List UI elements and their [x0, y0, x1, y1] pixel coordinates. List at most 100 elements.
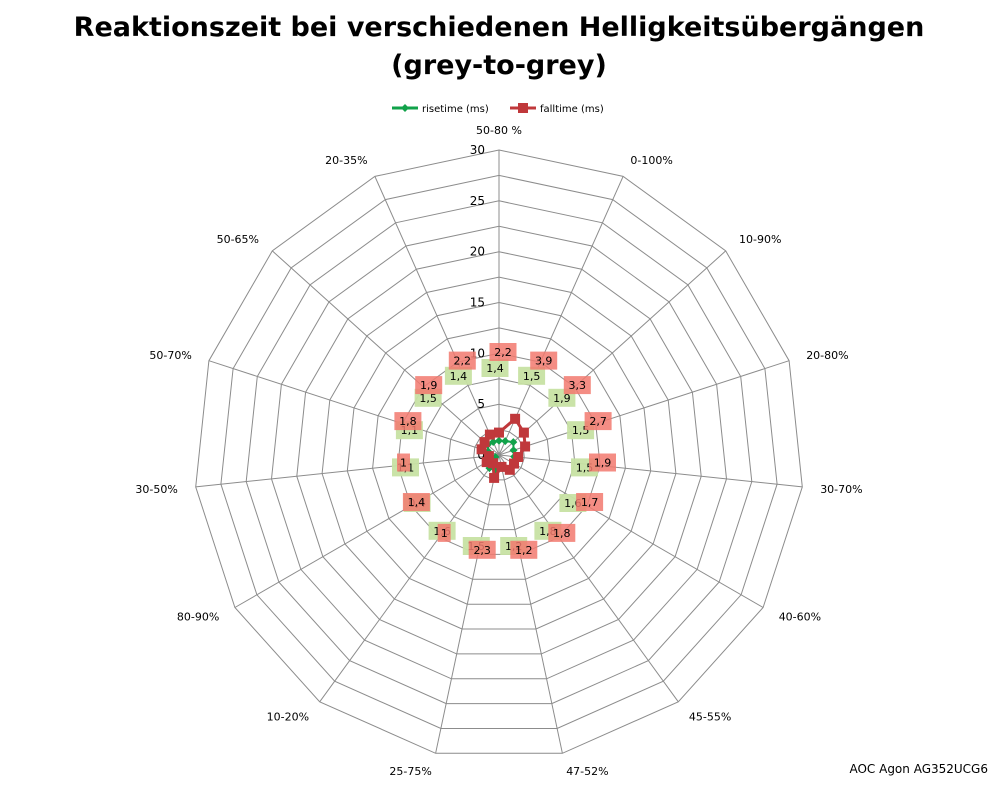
data-label: 1 — [400, 457, 407, 470]
tick-label: 0 — [477, 448, 485, 462]
grid-ring — [346, 301, 652, 605]
footer-note: AOC Agon AG352UCG6 — [849, 762, 988, 776]
data-point — [509, 458, 519, 469]
data-label-bg — [415, 376, 443, 395]
category-label: 50-65% — [217, 233, 259, 246]
data-label: 3,3 — [569, 379, 587, 392]
data-label: 1,5 — [576, 461, 594, 474]
series-lines — [476, 413, 531, 483]
data-point — [494, 427, 504, 438]
category-label: 40-60% — [779, 611, 821, 624]
data-label: 1,9 — [420, 379, 438, 392]
tick-label: 25 — [470, 194, 485, 208]
grid-spoke — [498, 250, 727, 456]
data-point — [489, 472, 500, 483]
grid-spoke — [234, 454, 500, 608]
chart-title-line2: (grey-to-grey) — [391, 50, 607, 81]
data-label: 3,9 — [535, 355, 553, 368]
data-point — [518, 427, 529, 438]
data-label-bg — [444, 366, 472, 385]
data-label: 1,2 — [515, 544, 533, 557]
data-label: 1,5 — [523, 370, 541, 383]
grid-ring — [447, 403, 551, 506]
tick-label: 15 — [470, 296, 485, 310]
data-label: 1,8 — [553, 527, 571, 540]
data-point — [496, 461, 507, 472]
data-label-bg — [394, 412, 422, 431]
grid-spoke — [498, 454, 803, 488]
grid-spoke — [195, 454, 500, 488]
category-label: 50-70% — [149, 349, 191, 362]
data-point — [488, 458, 498, 469]
data-label: 2,3 — [473, 544, 491, 557]
data-label-bg — [402, 493, 430, 511]
category-label: 47-52% — [566, 765, 608, 778]
category-label: 30-50% — [135, 483, 177, 496]
grid-spoke — [498, 360, 790, 456]
data-label-bg — [589, 453, 616, 472]
category-label: 30-70% — [820, 483, 862, 496]
grid-spoke — [498, 454, 563, 754]
data-point — [489, 437, 498, 446]
tick-label: 20 — [470, 245, 485, 259]
data-label: 1,8 — [399, 415, 417, 428]
data-label-bg — [563, 376, 591, 395]
data-point — [484, 429, 495, 440]
radar-grid — [195, 149, 803, 754]
data-label: 2,2 — [454, 355, 472, 368]
data-label: 2,2 — [494, 346, 512, 359]
tick-label: 5 — [477, 397, 485, 411]
grid-ring — [245, 200, 753, 705]
data-label-bg — [548, 523, 576, 542]
legend-label: falltime (ms) — [540, 104, 604, 115]
grid-spoke — [498, 454, 679, 703]
category-label: 20-80% — [806, 349, 848, 362]
data-point — [479, 437, 490, 448]
data-label: 1,9 — [553, 392, 571, 405]
category-label: 10-90% — [739, 233, 781, 246]
grid-spoke — [498, 176, 624, 456]
category-label: 10-20% — [267, 710, 309, 723]
data-label: 1,4 — [486, 362, 504, 375]
data-point — [495, 436, 503, 445]
data-label-bg — [510, 540, 538, 559]
data-label-bg — [448, 351, 476, 370]
category-labels: 50-80 % 0-100% 10-90% 20-80% 30-70% 40-60% 45-… — [135, 124, 862, 778]
data-point — [510, 413, 521, 424]
data-label-bg — [437, 523, 451, 542]
data-label: 1,4 — [408, 496, 426, 509]
data-point — [504, 464, 515, 475]
grid-spoke — [208, 360, 500, 456]
grid-ring — [220, 174, 778, 729]
data-label-bg — [518, 366, 546, 385]
data-point — [513, 452, 524, 462]
tick-label: 30 — [470, 143, 485, 157]
data-label-bg — [530, 351, 558, 370]
grid-ring — [321, 276, 677, 630]
data-label-bg — [397, 453, 410, 472]
legend-label: risetime (ms) — [422, 104, 489, 115]
grid-spoke — [319, 454, 500, 703]
data-point — [509, 438, 518, 447]
legend-marker — [401, 104, 409, 112]
grid-ring — [296, 251, 702, 655]
grid-ring — [195, 149, 803, 754]
chart-title-line1: Reaktionszeit bei verschiedenen Helligke… — [73, 12, 925, 43]
legend: risetime (ms) falltime (ms) — [392, 103, 604, 115]
data-point — [483, 451, 494, 462]
category-label: 80-90% — [177, 611, 219, 624]
data-label-bg — [481, 359, 509, 377]
category-label: 45-55% — [689, 710, 731, 723]
grid-ring — [372, 327, 626, 580]
data-point — [501, 437, 510, 446]
data-label-bg — [468, 540, 496, 559]
data-point — [481, 457, 492, 468]
data-label: 1 — [441, 527, 448, 540]
legend-marker — [518, 103, 528, 113]
data-point — [476, 444, 487, 455]
category-label: 0-100% — [630, 154, 672, 167]
data-label: 1,5 — [419, 392, 437, 405]
grid-ring — [422, 378, 576, 531]
